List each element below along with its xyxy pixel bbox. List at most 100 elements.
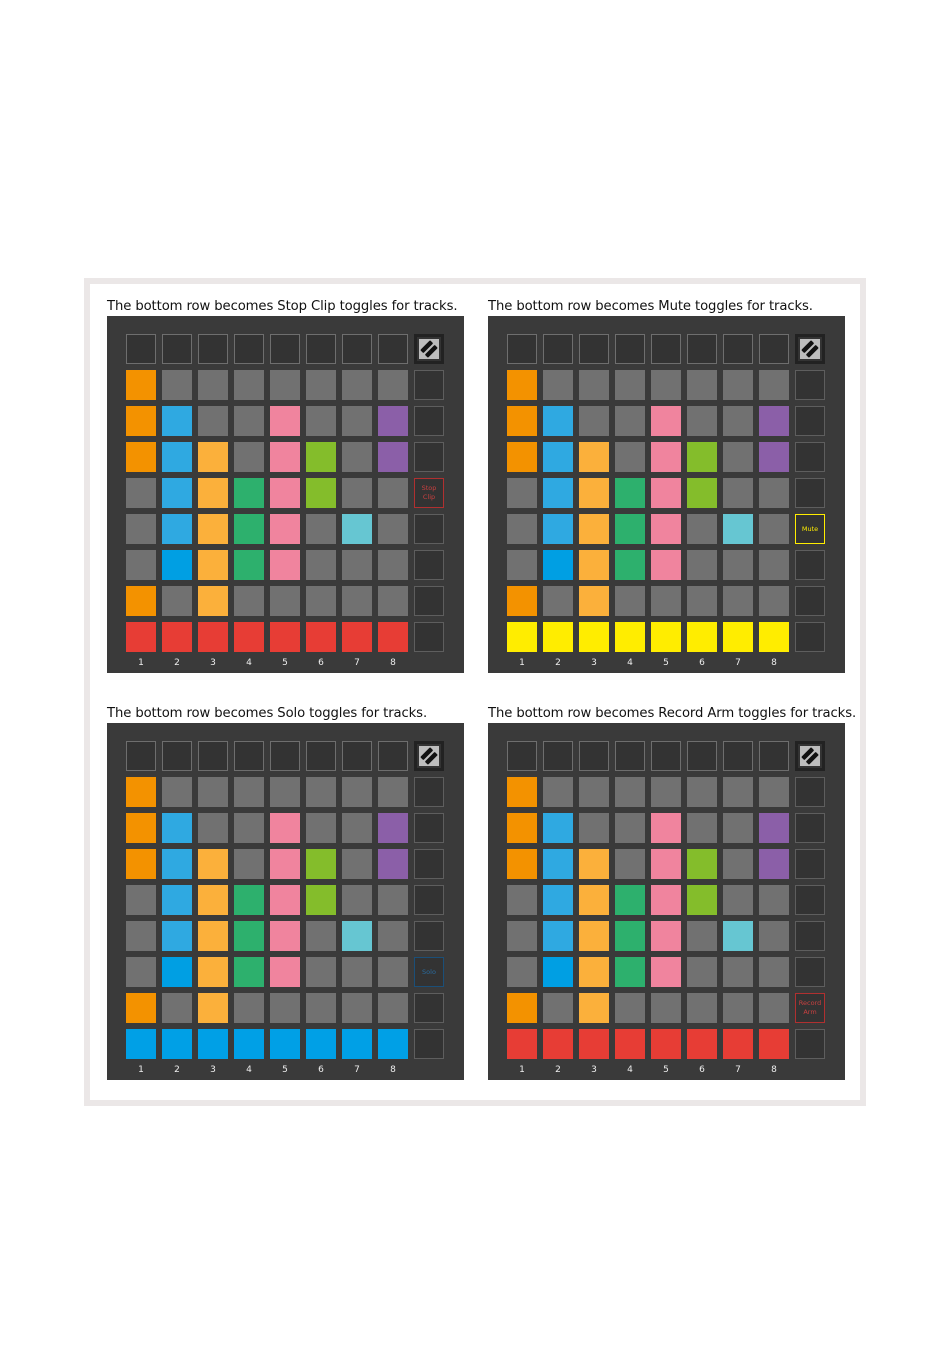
pad[interactable]: [723, 442, 753, 472]
scene-button[interactable]: [414, 777, 444, 807]
scene-button[interactable]: [795, 849, 825, 879]
pad[interactable]: [723, 813, 753, 843]
pad[interactable]: [126, 586, 156, 616]
pad[interactable]: [579, 921, 609, 951]
top-button[interactable]: [162, 334, 192, 364]
track-toggle-pad[interactable]: [687, 622, 717, 652]
pad[interactable]: [543, 885, 573, 915]
pad[interactable]: [615, 370, 645, 400]
pad[interactable]: [615, 885, 645, 915]
pad[interactable]: [162, 586, 192, 616]
pad[interactable]: [507, 993, 537, 1023]
pad[interactable]: [543, 370, 573, 400]
pad[interactable]: [126, 406, 156, 436]
pad[interactable]: [270, 550, 300, 580]
pad[interactable]: [651, 921, 681, 951]
pad[interactable]: [378, 849, 408, 879]
pad[interactable]: [234, 550, 264, 580]
pad[interactable]: [378, 777, 408, 807]
pad[interactable]: [126, 813, 156, 843]
pad[interactable]: [234, 957, 264, 987]
pad[interactable]: [198, 993, 228, 1023]
pad[interactable]: [378, 921, 408, 951]
scene-button[interactable]: [795, 622, 825, 652]
pad[interactable]: [378, 586, 408, 616]
scene-button[interactable]: [414, 885, 444, 915]
pad[interactable]: [651, 885, 681, 915]
pad[interactable]: [507, 777, 537, 807]
top-button[interactable]: [306, 334, 336, 364]
mode-button[interactable]: Mute: [795, 514, 825, 544]
mode-button[interactable]: Record Arm: [795, 993, 825, 1023]
pad[interactable]: [162, 478, 192, 508]
pad[interactable]: [651, 849, 681, 879]
pad[interactable]: [651, 442, 681, 472]
pad[interactable]: [270, 813, 300, 843]
pad[interactable]: [723, 993, 753, 1023]
pad[interactable]: [342, 885, 372, 915]
pad[interactable]: [759, 813, 789, 843]
pad[interactable]: [615, 406, 645, 436]
pad[interactable]: [615, 957, 645, 987]
pad[interactable]: [162, 370, 192, 400]
scene-button[interactable]: [795, 813, 825, 843]
pad[interactable]: [507, 550, 537, 580]
pad[interactable]: [126, 478, 156, 508]
top-button[interactable]: [507, 741, 537, 771]
scene-button[interactable]: [414, 406, 444, 436]
pad[interactable]: [198, 777, 228, 807]
track-toggle-pad[interactable]: [126, 1029, 156, 1059]
pad[interactable]: [198, 921, 228, 951]
pad[interactable]: [270, 586, 300, 616]
scene-button[interactable]: [414, 442, 444, 472]
track-toggle-pad[interactable]: [234, 622, 264, 652]
pad[interactable]: [543, 406, 573, 436]
pad[interactable]: [234, 514, 264, 544]
pad[interactable]: [162, 921, 192, 951]
pad[interactable]: [270, 442, 300, 472]
pad[interactable]: [759, 514, 789, 544]
scene-button[interactable]: [795, 442, 825, 472]
scene-button[interactable]: [795, 586, 825, 616]
top-button[interactable]: [759, 741, 789, 771]
pad[interactable]: [579, 406, 609, 436]
pad[interactable]: [198, 478, 228, 508]
track-toggle-pad[interactable]: [198, 622, 228, 652]
top-button[interactable]: [615, 334, 645, 364]
pad[interactable]: [507, 813, 537, 843]
pad[interactable]: [234, 370, 264, 400]
pad[interactable]: [198, 514, 228, 544]
pad[interactable]: [687, 849, 717, 879]
pad[interactable]: [342, 370, 372, 400]
track-toggle-pad[interactable]: [306, 622, 336, 652]
pad[interactable]: [234, 406, 264, 436]
top-button[interactable]: [615, 741, 645, 771]
pad[interactable]: [723, 921, 753, 951]
pad[interactable]: [342, 406, 372, 436]
track-toggle-pad[interactable]: [723, 1029, 753, 1059]
top-button[interactable]: [579, 334, 609, 364]
top-button[interactable]: [126, 741, 156, 771]
scene-button[interactable]: [414, 586, 444, 616]
pad[interactable]: [507, 921, 537, 951]
pad[interactable]: [342, 813, 372, 843]
pad[interactable]: [651, 550, 681, 580]
pad[interactable]: [615, 993, 645, 1023]
pad[interactable]: [579, 550, 609, 580]
pad[interactable]: [759, 993, 789, 1023]
pad[interactable]: [651, 777, 681, 807]
pad[interactable]: [306, 777, 336, 807]
pad[interactable]: [543, 813, 573, 843]
pad[interactable]: [306, 813, 336, 843]
top-button[interactable]: [723, 334, 753, 364]
pad[interactable]: [306, 550, 336, 580]
pad[interactable]: [162, 813, 192, 843]
scene-button[interactable]: [795, 777, 825, 807]
pad[interactable]: [306, 478, 336, 508]
pad[interactable]: [687, 777, 717, 807]
pad[interactable]: [579, 514, 609, 544]
top-button[interactable]: [126, 334, 156, 364]
pad[interactable]: [723, 514, 753, 544]
top-button[interactable]: [162, 741, 192, 771]
scene-button[interactable]: [795, 406, 825, 436]
